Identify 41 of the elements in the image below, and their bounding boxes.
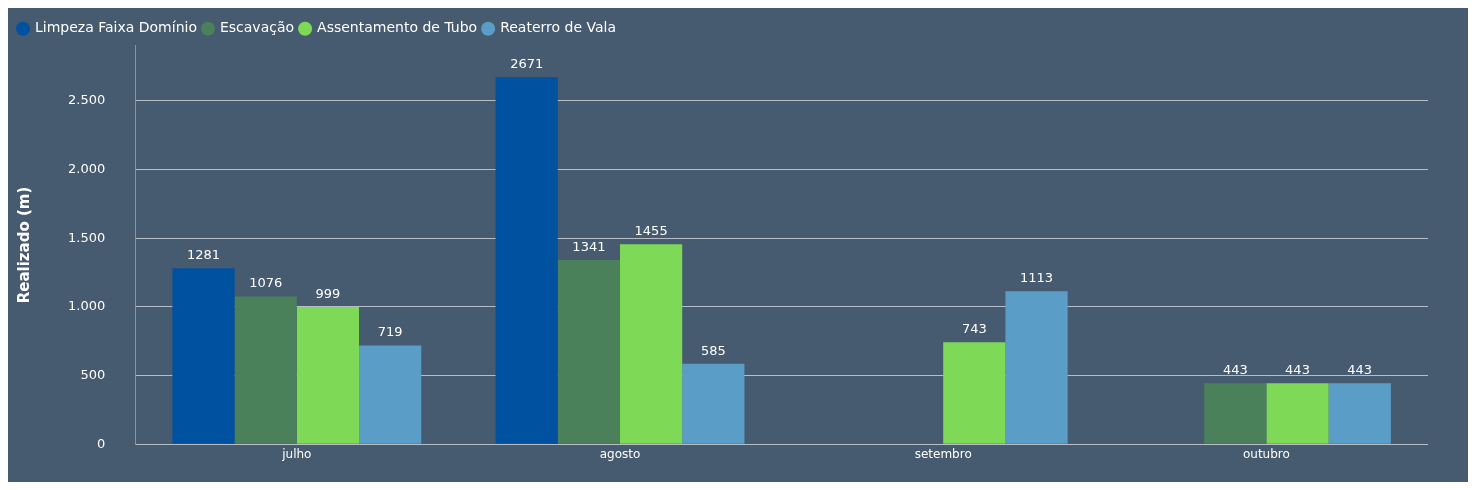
data-label: 999 [315, 285, 341, 301]
data-label: 443 [1222, 362, 1248, 378]
bar [359, 345, 422, 444]
y-axis-title: Realizado (m) [14, 186, 33, 304]
legend-label: Assentamento de Tubo [317, 19, 478, 36]
bar [1005, 291, 1068, 444]
bar [682, 363, 745, 444]
data-label: 1281 [186, 247, 221, 263]
legend-label: Limpeza Faixa Domínio [35, 19, 197, 36]
x-tick-label: setembro [914, 446, 972, 461]
x-tick-label: agosto [599, 446, 641, 461]
bar [557, 259, 621, 444]
data-label: 585 [700, 342, 726, 358]
y-tick-label: 1.000 [68, 298, 106, 314]
bar [620, 244, 683, 444]
data-label: 719 [377, 324, 403, 340]
bar [296, 306, 360, 444]
x-tick-label: outubro [1242, 446, 1290, 461]
bar [1266, 383, 1329, 444]
data-label: 443 [1285, 362, 1310, 378]
y-tick-label: 1.500 [68, 229, 106, 245]
bar [234, 296, 297, 444]
data-label: 1113 [1019, 270, 1054, 286]
x-tick-label: julho [281, 446, 312, 461]
bar [943, 342, 1006, 444]
data-label: 1455 [634, 223, 668, 239]
legend-label: Escavação [219, 19, 295, 36]
y-tick-label: 500 [80, 366, 106, 382]
y-tick-label: 2.500 [68, 92, 106, 108]
data-label: 1076 [249, 275, 283, 291]
bar [1204, 383, 1267, 444]
y-tick-label: 0 [96, 435, 106, 451]
y-tick-label: 2.000 [68, 160, 106, 176]
data-label: 1341 [572, 238, 606, 254]
bar [172, 268, 235, 444]
data-label: 443 [1347, 362, 1373, 378]
data-label: 2671 [510, 56, 544, 72]
bar [1328, 383, 1391, 444]
bar [495, 77, 558, 444]
data-label: 743 [961, 321, 987, 336]
legend-label: Reaterro de Vala [500, 19, 616, 36]
